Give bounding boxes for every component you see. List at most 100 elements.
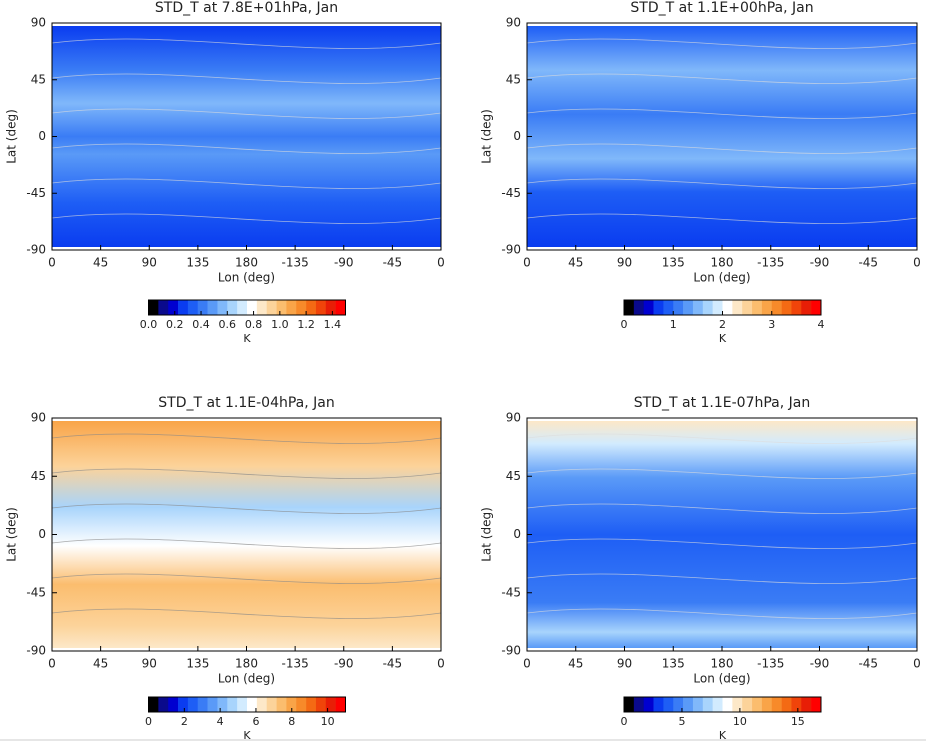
colorbar-frame xyxy=(148,696,346,713)
field xyxy=(52,26,441,247)
x-tick-label: -90 xyxy=(810,657,830,671)
colorbar-swatch xyxy=(702,697,713,712)
field xyxy=(527,421,917,648)
contour xyxy=(526,503,918,514)
x-tick-label: 90 xyxy=(142,256,157,270)
contour xyxy=(526,573,918,584)
colorbar-swatch xyxy=(247,697,258,712)
colorbar-tick-label: 1.4 xyxy=(324,318,342,331)
colorbar-swatch xyxy=(633,697,644,712)
colorbar-tick-label: 6 xyxy=(252,715,259,728)
x-tick-label: 135 xyxy=(662,256,685,270)
x-tick-label: -135 xyxy=(282,657,309,671)
y-tick-label: -90 xyxy=(501,243,521,257)
contour xyxy=(526,38,918,49)
colorbar-swatch xyxy=(683,300,694,315)
contour xyxy=(526,108,918,119)
colorbar-swatch xyxy=(197,300,208,315)
colorbar-tick-label: 2 xyxy=(181,715,188,728)
colorbar-swatch xyxy=(266,697,277,712)
colorbar-swatch xyxy=(217,300,228,315)
map-panel: STD_T at 7.8E+01hPa, Jan 0 45 90 135 180 -135 -… xyxy=(5,0,445,345)
colorbar-swatch xyxy=(643,300,654,315)
contour xyxy=(526,213,918,224)
x-tick-label: 45 xyxy=(93,256,108,270)
colorbar-swatch xyxy=(781,697,792,712)
colorbar-tick-label: 0.2 xyxy=(166,318,184,331)
colorbar-swatch xyxy=(781,300,792,315)
colorbar-label: K xyxy=(243,729,251,742)
colorbar-swatch xyxy=(178,697,189,712)
x-tick-label: 135 xyxy=(186,256,209,270)
colorbar-swatch xyxy=(732,300,743,315)
colorbar-swatch xyxy=(801,300,812,315)
y-tick-label: 90 xyxy=(31,411,46,425)
x-tick-label: -45 xyxy=(383,657,403,671)
colorbar-tick-label: 0.0 xyxy=(140,318,158,331)
colorbar-tick-label: 1.2 xyxy=(297,318,315,331)
map-panel: STD_T at 1.1E-07hPa, Jan 0 45 90 135 180 -135 -… xyxy=(480,395,921,742)
colorbar-swatch xyxy=(187,697,199,712)
y-tick-label: 0 xyxy=(513,527,521,541)
x-tick-label: -45 xyxy=(858,657,878,671)
colorbar-label: K xyxy=(243,332,251,345)
x-tick-label: 0 xyxy=(913,657,921,671)
x-tick-label: 180 xyxy=(235,657,258,671)
colorbar-swatch xyxy=(335,697,346,712)
y-tick-label: 0 xyxy=(38,527,46,541)
colorbar-label: K xyxy=(719,332,727,345)
colorbar-swatch xyxy=(237,300,248,315)
colorbar-frame xyxy=(148,299,346,316)
contour xyxy=(51,143,442,154)
x-tick-label: 45 xyxy=(568,657,583,671)
colorbar-swatch xyxy=(643,697,654,712)
colorbar-swatch xyxy=(653,697,664,712)
colorbar-swatch xyxy=(683,697,694,712)
y-tick-label: 0 xyxy=(38,129,46,143)
colorbar-tick-label: 4 xyxy=(217,715,224,728)
colorbar-swatch xyxy=(722,697,733,712)
y-axis-label: Lat (deg) xyxy=(5,109,19,164)
colorbar-swatch xyxy=(663,300,674,315)
colorbar-tick-label: 0 xyxy=(621,318,628,331)
x-tick-label: 90 xyxy=(617,657,632,671)
colorbar-tick-label: 4 xyxy=(818,318,825,331)
contour xyxy=(526,73,918,84)
contour xyxy=(51,213,442,224)
colorbar-tick-label: 8 xyxy=(288,715,295,728)
colorbar-swatch xyxy=(227,300,238,315)
colorbar-swatch xyxy=(692,697,704,712)
x-tick-label: -45 xyxy=(858,256,878,270)
colorbar-tick-label: 1.0 xyxy=(271,318,289,331)
colorbar-swatch xyxy=(158,300,169,315)
colorbar-swatch xyxy=(148,300,159,315)
colorbar-swatch xyxy=(692,300,704,315)
y-tick-label: -45 xyxy=(501,186,521,200)
contour xyxy=(51,38,442,49)
y-axis-label: Lat (deg) xyxy=(480,507,494,562)
colorbar-swatch xyxy=(761,697,773,712)
y-tick-label: -45 xyxy=(501,585,521,599)
colorbar-swatch xyxy=(306,697,317,712)
colorbar-tick-label: 2 xyxy=(719,318,726,331)
colorbar-swatch xyxy=(315,300,327,315)
colorbar-swatch xyxy=(811,697,822,712)
colorbar-swatch xyxy=(801,697,812,712)
panel-title: STD_T at 1.1E-07hPa, Jan xyxy=(634,395,810,411)
colorbar-swatch xyxy=(752,697,763,712)
contour xyxy=(526,143,918,154)
y-tick-label: 0 xyxy=(513,129,521,143)
colorbar-swatch xyxy=(315,697,327,712)
colorbar-swatch xyxy=(722,300,733,315)
colorbar-tick-label: 1 xyxy=(670,318,677,331)
colorbar-tick-label: 0 xyxy=(145,715,152,728)
x-tick-label: 135 xyxy=(186,657,209,671)
contour xyxy=(526,608,918,619)
colorbar-swatch xyxy=(702,300,713,315)
colorbar-label: K xyxy=(719,729,727,742)
x-tick-label: 45 xyxy=(93,657,108,671)
y-tick-label: -90 xyxy=(26,644,46,658)
y-tick-label: 90 xyxy=(31,16,46,30)
